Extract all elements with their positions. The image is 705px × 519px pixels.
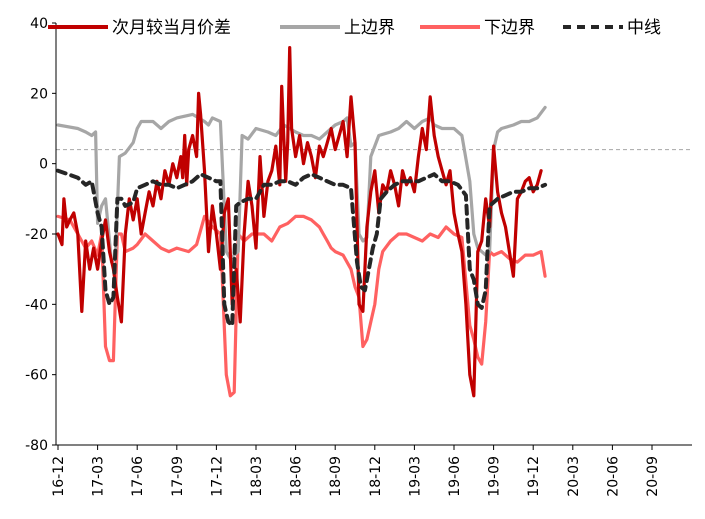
- y-tick-label: -40: [25, 297, 48, 313]
- x-tick-label: 17-12: [209, 456, 225, 497]
- y-tick-label: -80: [25, 438, 48, 454]
- x-tick-label: 19-03: [407, 456, 423, 497]
- series-line-4: [56, 168, 548, 328]
- x-tick-label: 18-06: [289, 456, 305, 497]
- series-line-1: [56, 46, 543, 398]
- x-tick-label: 18-03: [249, 456, 265, 497]
- x-tick-label: 20-09: [645, 456, 661, 497]
- x-tick-label: 17-09: [170, 456, 186, 497]
- legend-item-1: 次月较当月价差: [48, 18, 231, 38]
- x-tick-label: 19-06: [447, 456, 463, 497]
- series-layer: [56, 46, 548, 398]
- x-tick-label: 18-09: [328, 456, 344, 497]
- legend-label: 上边界: [344, 18, 395, 38]
- x-tick-label: 18-12: [368, 456, 384, 497]
- series-line-3: [56, 214, 547, 398]
- y-tick-label: 20: [30, 86, 48, 102]
- y-tick-label: -60: [25, 368, 48, 384]
- x-tick-label: 17-03: [91, 456, 107, 497]
- x-tick-label: 16-12: [51, 456, 67, 497]
- legend-item-3: 下边界: [420, 18, 535, 38]
- legend-item-4: 中线: [563, 18, 661, 38]
- x-tick-label: 19-09: [487, 456, 503, 497]
- y-tick-label: 40: [30, 16, 48, 32]
- y-tick-label: 0: [39, 157, 48, 173]
- legend-label: 次月较当月价差: [112, 18, 231, 38]
- legend: 次月较当月价差 上边界 下边界 中线: [48, 18, 661, 38]
- x-tick-label: 20-03: [566, 456, 582, 497]
- y-tick-label: -20: [25, 227, 48, 243]
- legend-label: 下边界: [484, 18, 535, 38]
- legend-label: 中线: [627, 18, 661, 38]
- x-tick-label: 17-06: [130, 456, 146, 497]
- x-tick-label: 19-12: [526, 456, 542, 497]
- legend-item-2: 上边界: [280, 18, 395, 38]
- series-line-2: [56, 105, 547, 264]
- x-tick-label: 20-06: [605, 456, 621, 497]
